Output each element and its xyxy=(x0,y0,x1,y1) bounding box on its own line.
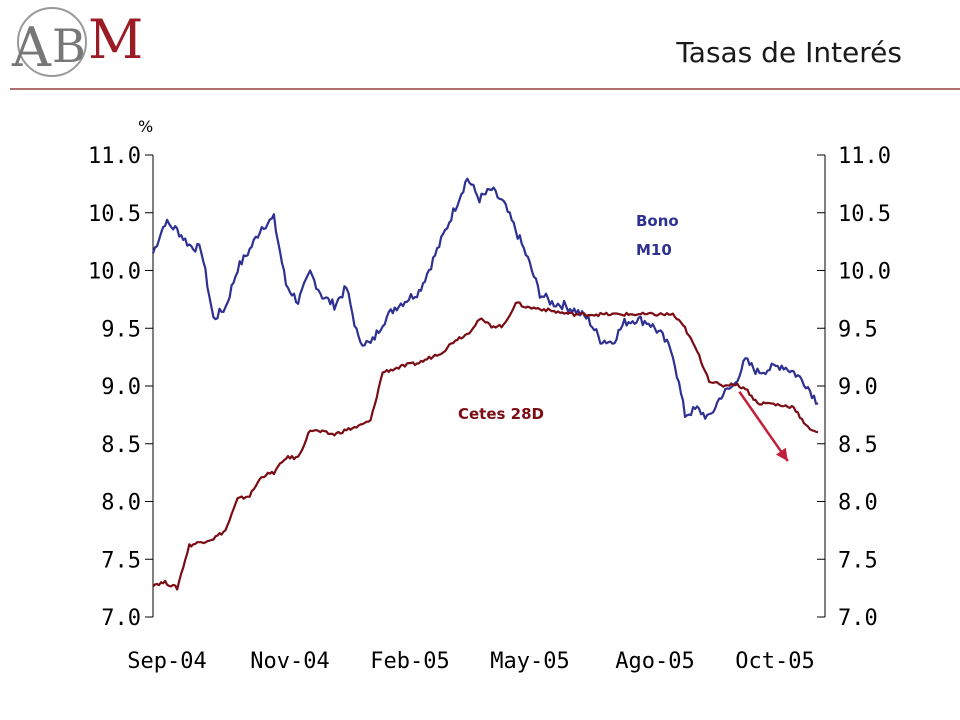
left-y-tick-label: 10.0 xyxy=(88,260,141,285)
series-lines xyxy=(151,177,819,591)
right-y-tick-label: 10.5 xyxy=(838,202,891,227)
right-y-tick-label: 9.5 xyxy=(838,317,878,342)
logo-letter-m: M xyxy=(88,8,143,71)
left-y-tick-label: 9.5 xyxy=(101,317,141,342)
logo-letter-a: A xyxy=(11,16,52,79)
series-line-bono-m10 xyxy=(151,177,819,420)
left-y-tick-label: 8.0 xyxy=(101,491,141,516)
trend-arrow-shaft xyxy=(738,391,789,462)
x-tick-label: Nov-04 xyxy=(250,649,329,674)
left-y-tick-label: 11.0 xyxy=(88,144,141,169)
logo-ring xyxy=(17,7,87,77)
left-y-tick-label: 10.5 xyxy=(88,202,141,227)
x-tick-label: Ago-05 xyxy=(615,649,694,674)
left-y-tick-label: 8.5 xyxy=(101,433,141,458)
right-y-tick-label: 8.0 xyxy=(838,491,878,516)
abm-logo: A B M xyxy=(11,7,143,79)
series-line-cetes-28d xyxy=(152,301,819,591)
right-y-tick-label: 11.0 xyxy=(838,144,891,169)
series-label-bono-line2: M10 xyxy=(636,241,672,259)
right-y-tick-label: 7.0 xyxy=(838,606,878,631)
x-tick-label: Sep-04 xyxy=(127,649,206,674)
right-y-tick-label: 8.5 xyxy=(838,433,878,458)
left-y-tick-label: 7.5 xyxy=(101,548,141,573)
series-label-cetes: Cetes 28D xyxy=(458,405,544,423)
x-tick-label: Feb-05 xyxy=(370,649,449,674)
header-divider xyxy=(10,88,960,90)
trend-arrow-head xyxy=(775,447,788,462)
x-tick-label: May-05 xyxy=(490,649,569,674)
annotations xyxy=(738,391,789,462)
y-axis-unit-label: % xyxy=(138,117,153,136)
right-y-tick-label: 10.0 xyxy=(838,260,891,285)
axis-ticks: 11.0 11.0 10.5 10.5 10.0 10.0 9.5 9.5 9.0 9.0 8.5 8… xyxy=(88,144,891,674)
x-tick-label: Oct-05 xyxy=(735,649,814,674)
page-title: Tasas de Interés xyxy=(676,36,902,69)
right-y-tick-label: 7.5 xyxy=(838,548,878,573)
series-label-bono-line1: Bono xyxy=(636,212,679,230)
left-y-tick-label: 9.0 xyxy=(101,375,141,400)
right-y-tick-label: 9.0 xyxy=(838,375,878,400)
left-y-tick-label: 7.0 xyxy=(101,606,141,631)
logo-letter-b: B xyxy=(52,19,86,73)
